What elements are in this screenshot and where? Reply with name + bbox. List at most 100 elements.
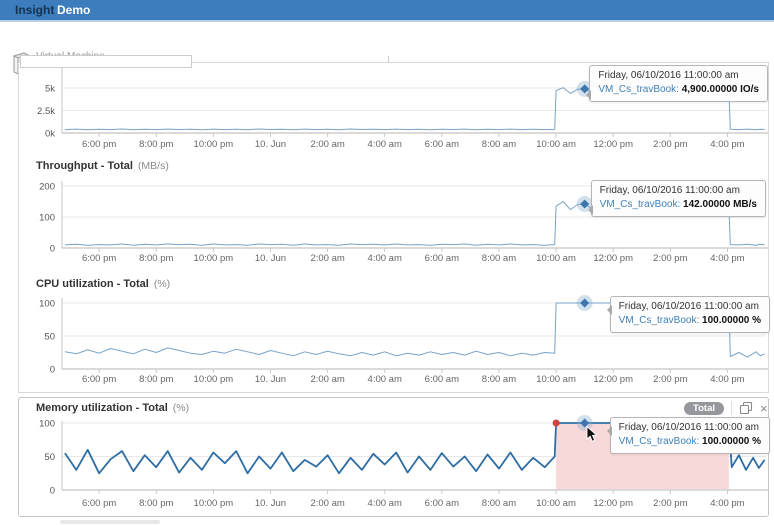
x-tick-label: 10:00 am	[536, 498, 576, 509]
x-tick-label: 10:00 pm	[194, 498, 234, 509]
hover-marker-diamond[interactable]	[580, 298, 590, 308]
x-tick-label: 4:00 am	[368, 253, 402, 264]
x-tick-label: 10:00 am	[536, 253, 576, 264]
y-tick-label: 0	[50, 365, 55, 376]
x-tick-label: 10:00 pm	[194, 139, 234, 150]
x-tick-label: 4:00 pm	[710, 139, 744, 150]
memory-chart-controls: Total ×	[684, 400, 768, 416]
tooltip-series-name: VM_Cs_travBook:	[618, 315, 700, 326]
tooltip-value: 4,900.00000 IO/s	[681, 84, 759, 95]
chart-title-memory: Memory utilization - Total (%)	[36, 402, 189, 414]
x-tick-label: 6:00 am	[425, 374, 459, 385]
legend-badge-total[interactable]: Total	[684, 401, 724, 415]
x-tick-label: 2:00 am	[310, 374, 344, 385]
tooltip-value: 100.00000 %	[702, 315, 761, 326]
chart-unit-label: (%)	[153, 278, 171, 290]
tooltip-series-name: VM_Cs_travBook:	[599, 199, 681, 210]
y-tick-label: 50	[44, 332, 55, 343]
y-tick-label: 100	[39, 299, 55, 310]
tooltip-date: Friday, 06/10/2016 11:00:00 am	[599, 185, 740, 196]
x-tick-label: 4:00 am	[368, 498, 402, 509]
y-tick-label: 100	[39, 213, 55, 224]
chart-title-cpu: CPU utilization - Total (%)	[36, 278, 170, 290]
chart-title-text: CPU utilization - Total	[36, 278, 149, 290]
charts-panel	[18, 62, 769, 393]
x-tick-label: 10:00 pm	[194, 253, 234, 264]
x-tick-label: 10. Jun	[255, 374, 286, 385]
x-tick-label: 8:00 am	[482, 374, 516, 385]
x-tick-label: 2:00 am	[310, 498, 344, 509]
copy-chart-icon[interactable]	[739, 401, 753, 415]
x-tick-label: 6:00 am	[425, 498, 459, 509]
mouse-cursor-icon	[586, 426, 598, 442]
tooltip-series-name: VM_Cs_travBook:	[618, 436, 700, 447]
y-tick-label: 5k	[45, 84, 55, 95]
x-tick-label: 10. Jun	[255, 253, 286, 264]
x-tick-label: 8:00 pm	[139, 253, 173, 264]
hover-marker-diamond[interactable]	[580, 199, 590, 209]
tooltip-throughput: Friday, 06/10/2016 11:00:00 am VM_Cs_tra…	[587, 180, 766, 217]
x-tick-label: 4:00 pm	[710, 253, 744, 264]
x-tick-label: 6:00 am	[425, 139, 459, 150]
x-tick-label: 4:00 pm	[710, 374, 744, 385]
clipped-content-below	[60, 520, 160, 524]
x-tick-label: 8:00 pm	[139, 498, 173, 509]
x-tick-label: 12:00 pm	[593, 498, 633, 509]
series-line[interactable]	[64, 422, 766, 475]
chart-title-throughput: Throughput - Total (MB/s)	[36, 160, 169, 172]
x-tick-label: 10:00 am	[536, 374, 576, 385]
x-tick-label: 10. Jun	[255, 498, 286, 509]
x-tick-label: 8:00 am	[482, 498, 516, 509]
y-tick-label: 2.5k	[37, 106, 55, 117]
x-tick-label: 8:00 am	[482, 139, 516, 150]
anomaly-start-dot	[552, 419, 560, 427]
x-tick-label: 2:00 am	[310, 139, 344, 150]
chart-2: 0 50 100 6:00 pm 8:00 pm 10:00 pm 10. Jun 2:00 …	[39, 295, 768, 385]
menu-item-demo[interactable]: Demo	[57, 3, 91, 17]
x-tick-label: 6:00 pm	[82, 498, 116, 509]
clipped-widget-edge	[20, 55, 192, 68]
x-tick-label: 12:00 pm	[593, 374, 633, 385]
tooltip-memory: Friday, 06/10/2016 11:00:00 am VM_Cs_tra…	[606, 417, 770, 454]
x-tick-label: 2:00 am	[310, 253, 344, 264]
y-tick-label: 0k	[45, 129, 55, 140]
tooltip-series-name: VM_Cs_travBook:	[598, 84, 679, 95]
x-tick-label: 6:00 pm	[82, 253, 116, 264]
tooltip-date: Friday, 06/10/2016 11:00:00 am	[618, 301, 759, 312]
y-tick-label: 50	[44, 452, 55, 463]
x-tick-label: 12:00 pm	[593, 253, 633, 264]
tooltip-date: Friday, 06/10/2016 11:00:00 am	[618, 422, 759, 433]
tooltip-date: Friday, 06/10/2016 11:00:00 am	[598, 70, 739, 81]
tooltip-cpu: Friday, 06/10/2016 11:00:00 am VM_Cs_tra…	[606, 296, 770, 333]
y-tick-label: 0	[50, 244, 55, 255]
close-icon[interactable]: ×	[760, 400, 768, 416]
app-brand: Insight	[15, 3, 55, 17]
hover-marker-diamond[interactable]	[580, 418, 590, 428]
x-tick-label: 8:00 pm	[139, 374, 173, 385]
x-tick-label: 2:00 pm	[653, 498, 687, 509]
x-tick-label: 8:00 am	[482, 253, 516, 264]
x-tick-label: 4:00 am	[368, 374, 402, 385]
x-tick-label: 10. Jun	[255, 139, 286, 150]
y-tick-label: 200	[39, 182, 55, 193]
chart-title-text: Memory utilization - Total	[36, 402, 168, 414]
x-tick-label: 12:00 pm	[593, 139, 633, 150]
x-tick-label: 2:00 pm	[653, 253, 687, 264]
tooltip-value: 100.00000 %	[702, 436, 761, 447]
top-navigation-bar: Insight Demo	[0, 0, 774, 22]
tooltip-iops: Friday, 06/10/2016 11:00:00 am VM_Cs_tra…	[586, 65, 768, 102]
x-tick-label: 4:00 am	[368, 139, 402, 150]
y-tick-label: 100	[39, 419, 55, 430]
chart-unit-label: (%)	[172, 402, 190, 414]
chart-unit-label: (MB/s)	[137, 160, 169, 172]
x-tick-label: 2:00 pm	[653, 374, 687, 385]
chart-0: 0k 2.5k 5k 6:00 pm 8:00 pm 10:00 pm 10. Jun 2:0…	[37, 63, 768, 150]
clipped-widget-tick	[388, 56, 389, 63]
controls-divider	[731, 401, 732, 415]
x-tick-label: 4:00 pm	[710, 498, 744, 509]
x-tick-label: 6:00 pm	[82, 139, 116, 150]
y-tick-label: 0	[50, 486, 55, 497]
series-line[interactable]	[64, 302, 765, 358]
x-tick-label: 8:00 pm	[139, 139, 173, 150]
